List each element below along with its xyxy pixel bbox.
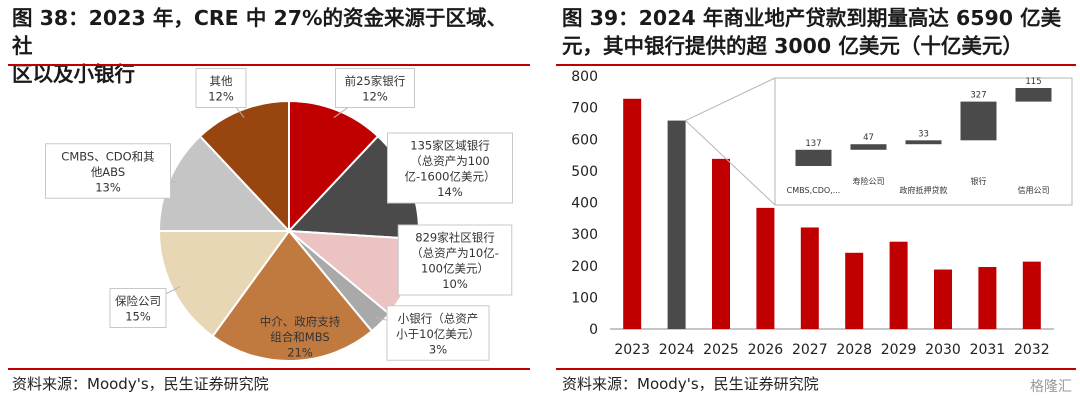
pie-label-box: [335, 68, 415, 108]
inset-value-label: 327: [970, 91, 986, 101]
y-tick-label: 500: [571, 164, 598, 180]
bar: [1022, 261, 1041, 329]
pie-label-box: [397, 224, 513, 296]
right-figure-panel: 图 39：2024 年商业地产贷款到期量高达 6590 亿美 元，其中银行提供的…: [548, 0, 1080, 402]
left-title-rule: [8, 64, 530, 66]
x-tick-label: 2023: [614, 342, 650, 358]
y-tick-label: 100: [571, 290, 598, 306]
pie-slice-label: （总资产为10亿-: [411, 246, 499, 260]
x-tick-label: 2029: [881, 342, 917, 358]
inset-category-label: 政府抵押贷款: [900, 185, 948, 195]
pie-slice-label: 亿-1600亿美元）: [405, 170, 496, 184]
bar: [800, 227, 819, 329]
bar: [623, 98, 642, 329]
pie-label-box: [386, 305, 490, 361]
bar: [934, 269, 952, 329]
pie-label-box: [109, 288, 167, 328]
pie-slice-percent: 21%: [287, 345, 313, 359]
inset-connector-line: [685, 120, 776, 206]
pie-slice-percent: 14%: [437, 185, 463, 199]
bar: [845, 252, 864, 329]
y-tick-label: 400: [571, 196, 598, 212]
y-tick-label: 600: [571, 132, 598, 148]
pie-slice-label: 100亿美元）: [421, 262, 489, 276]
y-tick-label: 300: [571, 227, 598, 243]
inset-category-label: 银行: [971, 176, 987, 186]
right-source-rule: [556, 368, 1076, 370]
pie-slice: [198, 99, 290, 234]
x-tick-label: 2026: [748, 342, 784, 358]
inset-category-label: 信用公司: [1018, 185, 1050, 195]
pie-slice-label: 小于10亿美元）: [396, 327, 480, 341]
x-tick-label: 2028: [836, 342, 872, 358]
pie-slice-percent: 15%: [125, 310, 151, 324]
pie-label-box: [45, 143, 171, 199]
pie-slice: [288, 99, 380, 234]
left-source-note: 资料来源：Moody's，民生证券研究院: [12, 375, 269, 393]
left-source-rule: [8, 368, 530, 370]
watermark-text: 格隆汇: [1030, 379, 1072, 395]
y-tick-label: 800: [571, 69, 598, 85]
pie-slice-label: 135家区域银行: [410, 139, 489, 153]
pie-slice-percent: 3%: [429, 342, 447, 356]
x-tick-label: 2030: [925, 342, 961, 358]
inset-category-label: CMBS,CDO,...: [787, 186, 841, 195]
inset-connector-line: [685, 77, 776, 122]
bar: [712, 158, 730, 329]
x-tick-label: 2024: [659, 342, 695, 358]
pie-slice-label: 小银行（总资产: [398, 311, 479, 325]
pie-slice-percent: 10%: [442, 277, 468, 291]
pie-slice-percent: 12%: [208, 90, 234, 104]
left-figure-title: 图 38：2023 年，CRE 中 27%的资金来源于区域、社 区以及小银行: [12, 6, 508, 86]
pie-slice: [211, 229, 374, 363]
right-source-note: 资料来源：Moody's，民生证券研究院: [562, 375, 819, 393]
pie-slice-percent: 13%: [95, 180, 121, 194]
bar: [978, 267, 997, 329]
x-tick-label: 2025: [703, 342, 739, 358]
pie-slice-label: 其他: [210, 74, 233, 88]
bar: [889, 241, 908, 329]
inset-value-label: 47: [863, 133, 874, 143]
pie-slice-percent: 12%: [362, 90, 388, 104]
bar: [756, 207, 775, 329]
pie-label-box: [195, 68, 247, 108]
bar-chart: 0 100 200 300 400 500 600 700 800 2023 2024 2025 202…: [571, 69, 1073, 358]
bar: [667, 120, 686, 329]
pie-slice-label: 829家社区银行: [415, 231, 494, 245]
pie-slice-label: 前25家银行: [345, 74, 406, 88]
x-tick-label: 2032: [1014, 342, 1050, 358]
pie-label-box: [387, 132, 513, 204]
x-tick-label: 2027: [792, 342, 828, 358]
x-tick-label: 2031: [970, 342, 1006, 358]
left-figure-panel: 图 38：2023 年，CRE 中 27%的资金来源于区域、社 区以及小银行 前…: [8, 6, 530, 393]
right-title-rule: [556, 64, 1076, 66]
pie-slice-label: 中介、政府支持: [260, 314, 341, 328]
pie-slice-label: 他ABS: [91, 165, 125, 179]
pie-slice-label: 保险公司: [115, 294, 161, 308]
inset-bar: [1015, 88, 1052, 102]
pie-slice-label: （总资产为100: [410, 154, 489, 168]
pie-slice-label: CMBS、CDO和其: [61, 149, 154, 163]
inset-bar: [850, 144, 887, 150]
inset-bar: [905, 140, 942, 145]
inset-value-label: 115: [1025, 77, 1041, 87]
y-tick-label: 200: [571, 259, 598, 275]
inset-value-label: 137: [805, 139, 821, 149]
y-tick-label: 0: [589, 322, 598, 338]
pie-chart: 前25家银行 12% 135家区域银行（总资产为100 亿-1600亿美元）14% 82…: [45, 68, 513, 363]
pie-slice-label: 组合和MBS: [270, 330, 329, 344]
inset-bar: [795, 149, 832, 166]
right-figure-title: 图 39：2024 年商业地产贷款到期量高达 6590 亿美 元，其中银行提供的…: [562, 6, 1062, 58]
y-tick-label: 700: [571, 101, 598, 117]
inset-value-label: 33: [918, 129, 929, 139]
inset-bar: [960, 101, 997, 141]
inset-category-label: 寿险公司: [853, 176, 885, 186]
